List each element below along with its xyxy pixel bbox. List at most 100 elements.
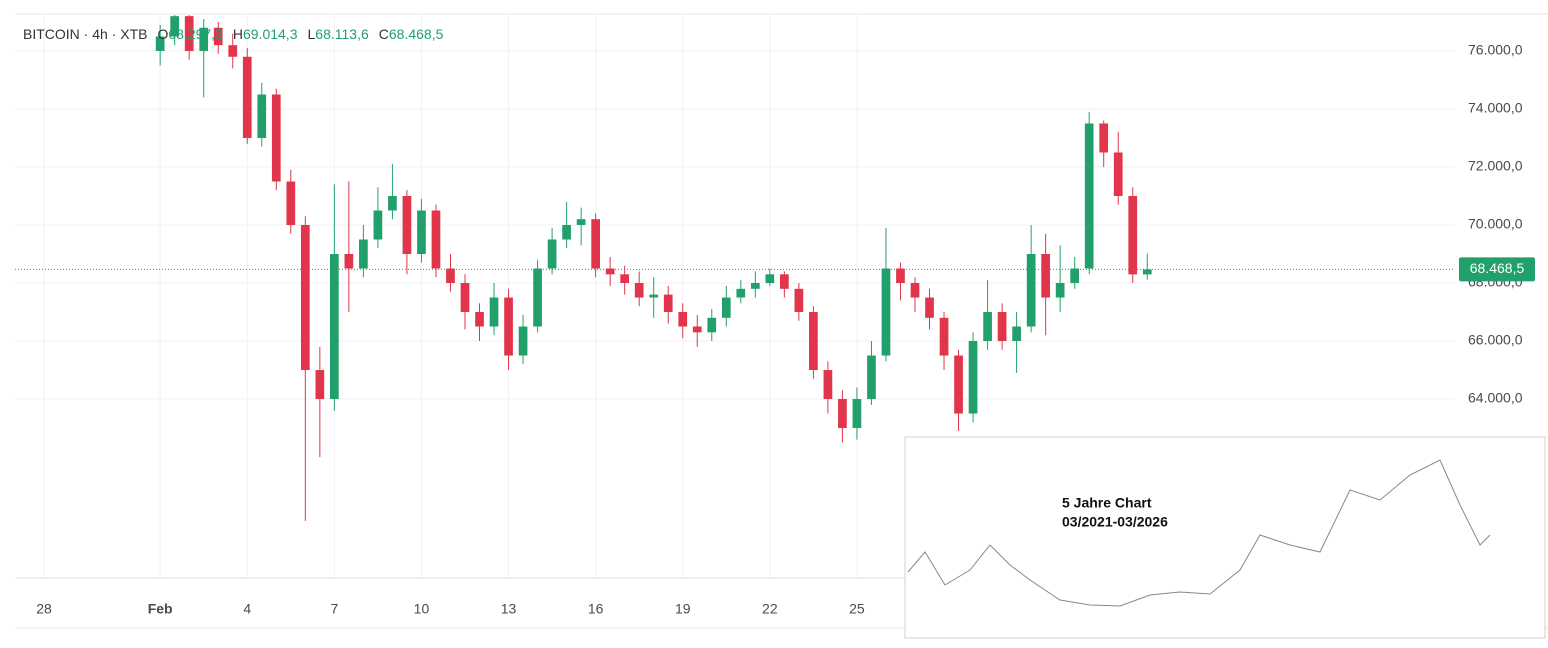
- candle-body: [1041, 254, 1050, 298]
- candle-body: [649, 294, 659, 298]
- candle-body: [300, 225, 310, 371]
- x-tick-label: Feb: [148, 601, 173, 617]
- candle-body: [562, 225, 571, 240]
- chart-header: BITCOIN · 4h · XTB O68.297,3 H69.014,3 L68.…: [23, 26, 444, 42]
- candle-body: [1128, 195, 1138, 275]
- candle-body: [881, 268, 891, 356]
- candle-body: [852, 399, 862, 429]
- inset-period: 03/2021-03/2026: [1062, 514, 1168, 530]
- candle-body: [373, 210, 383, 240]
- candle-body: [460, 283, 470, 313]
- x-tick-label: 25: [849, 601, 865, 617]
- close-key: C: [379, 26, 389, 42]
- candle-body: [896, 268, 905, 284]
- inset-title: 5 Jahre Chart: [1062, 495, 1152, 511]
- candle-body: [475, 312, 484, 327]
- candle-body: [780, 274, 789, 289]
- candle-body: [634, 283, 644, 298]
- candle-body: [591, 219, 600, 269]
- candle-body: [518, 326, 528, 356]
- candle-body: [489, 297, 499, 327]
- candle-body: [794, 288, 804, 313]
- candle-body: [359, 239, 368, 269]
- candle-body: [1026, 254, 1036, 327]
- candle-body: [1070, 268, 1080, 284]
- candle-body: [446, 268, 455, 284]
- candle-body: [1084, 123, 1094, 269]
- high-key: H: [233, 26, 243, 42]
- candle-body: [242, 56, 252, 138]
- candle-body: [170, 16, 180, 37]
- candle-body: [910, 283, 920, 298]
- candle-body: [257, 94, 267, 138]
- candle-body: [707, 317, 717, 333]
- candle-body: [155, 36, 165, 51]
- candle-body: [184, 16, 194, 51]
- candle-body: [286, 181, 296, 226]
- x-tick-label: 4: [243, 601, 251, 617]
- high-value: 69.014,3: [243, 26, 298, 42]
- x-tick-label: 13: [501, 601, 517, 617]
- candle-body: [1113, 152, 1123, 196]
- candle-body: [983, 312, 992, 342]
- open-key: O: [157, 26, 168, 42]
- candle-body: [939, 317, 949, 356]
- candle-body: [925, 297, 934, 318]
- candle-body: [199, 27, 209, 51]
- candle-body: [431, 210, 441, 269]
- low-value: 68.113,6: [315, 26, 369, 42]
- candle-body: [315, 370, 325, 400]
- y-tick-label: 66.000,0: [1468, 332, 1523, 348]
- x-tick-label: 22: [762, 601, 778, 617]
- last-price-badge: [1459, 257, 1535, 282]
- last-price-label: 68.468,5: [1470, 260, 1525, 276]
- candle-body: [228, 45, 238, 57]
- candle-body: [663, 294, 673, 313]
- open-value: 68.297,3: [168, 26, 223, 42]
- candle-body: [1142, 269, 1152, 275]
- candle-body: [721, 297, 731, 318]
- candle-body: [954, 355, 963, 414]
- candle-body: [678, 312, 688, 327]
- x-tick-label: 28: [36, 601, 52, 617]
- candle-body: [402, 195, 412, 255]
- x-tick-label: 16: [588, 601, 604, 617]
- x-tick-label: 19: [675, 601, 691, 617]
- candle-body: [271, 94, 281, 182]
- candle-body: [1099, 123, 1109, 153]
- candle-body: [997, 312, 1007, 342]
- candle-body: [736, 288, 746, 298]
- candle-body: [504, 297, 513, 356]
- y-tick-label: 72.000,0: [1468, 158, 1523, 174]
- candle-body: [388, 195, 397, 211]
- candle-body: [692, 326, 702, 333]
- close-value: 68.468,5: [389, 26, 444, 42]
- y-tick-label: 74.000,0: [1468, 100, 1523, 116]
- candles: [155, 15, 1152, 521]
- symbol: BITCOIN · 4h · XTB: [23, 26, 147, 42]
- candle-body: [417, 210, 426, 255]
- candle-body: [823, 370, 833, 400]
- candle-body: [620, 274, 630, 284]
- candle-body: [576, 219, 586, 226]
- candle-body: [968, 341, 978, 414]
- inset-image: 5 Jahre Chart 03/2021-03/2026: [904, 436, 1546, 639]
- x-tick-label: 10: [414, 601, 430, 617]
- candle-body: [809, 312, 818, 371]
- candle-body: [547, 239, 557, 269]
- candle-body: [213, 27, 223, 46]
- candle-body: [750, 283, 760, 289]
- candle-body: [1012, 326, 1021, 342]
- y-tick-label: 70.000,0: [1468, 216, 1523, 232]
- candle-body: [838, 399, 847, 429]
- candle-body: [867, 355, 876, 400]
- candle-body: [605, 268, 615, 275]
- inset-sketch: [907, 459, 1491, 607]
- y-tick-label: 64.000,0: [1468, 390, 1523, 406]
- candle-body: [765, 274, 775, 284]
- candle-body: [344, 254, 354, 269]
- candle-body: [330, 254, 339, 400]
- y-tick-label: 76.000,0: [1468, 42, 1523, 58]
- candle-body: [1055, 283, 1065, 298]
